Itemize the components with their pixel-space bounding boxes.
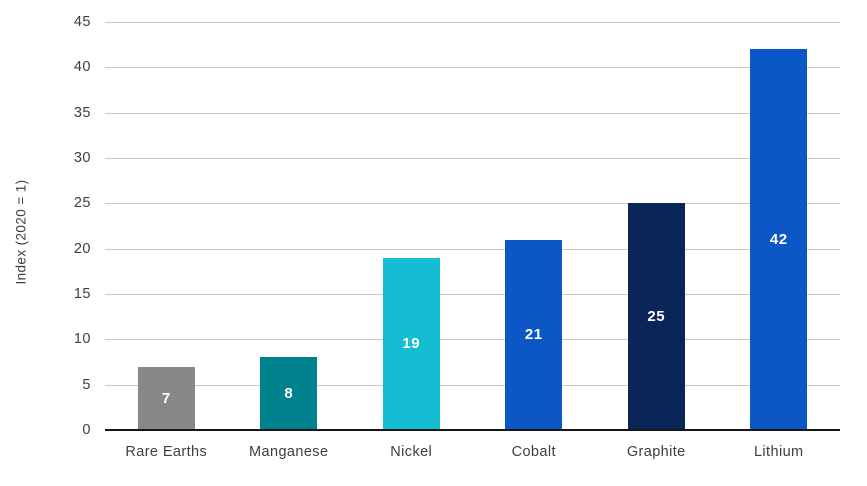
bar-value-label: 25: [647, 308, 666, 326]
bar-cobalt: 21: [505, 239, 563, 430]
gridline: [105, 294, 840, 295]
x-axis-label: Graphite: [626, 444, 686, 460]
y-tick-label: 40: [73, 59, 91, 76]
x-axis-label: Rare Earths: [125, 444, 208, 460]
gridline: [105, 203, 840, 205]
gridline: [105, 67, 840, 69]
y-tick-label: 10: [73, 331, 91, 348]
gridline: [105, 112, 840, 114]
bar-graphite: 25: [627, 203, 685, 430]
x-axis-label: Nickel: [390, 444, 433, 460]
gridline: [105, 22, 840, 23]
y-tick-label: 5: [82, 376, 91, 393]
y-tick-label: 0: [82, 422, 91, 438]
gridline: [105, 248, 840, 250]
plot-area: 7 8 19 21 25 42: [105, 22, 840, 431]
gridline: [105, 339, 840, 341]
gridline: [105, 384, 840, 386]
y-axis-title: Index (2020 = 1): [13, 179, 29, 285]
bar-rare-earths: 7: [137, 366, 195, 430]
y-tick-label: 45: [73, 14, 91, 30]
bar-nickel: 19: [382, 257, 440, 430]
bar-value-label: 42: [769, 231, 788, 249]
y-tick-label: 20: [73, 240, 91, 257]
y-tick-label: 25: [73, 195, 91, 212]
y-tick-label: 30: [73, 150, 91, 166]
bar-value-label: 8: [284, 385, 294, 403]
y-tick-label: 15: [73, 286, 91, 302]
bar-manganese: 8: [260, 357, 318, 430]
x-axis-label: Cobalt: [511, 444, 556, 460]
bar-value-label: 19: [402, 335, 421, 353]
x-axis-line: [105, 429, 840, 431]
gridline: [105, 158, 840, 159]
bar-value-label: 7: [161, 389, 171, 407]
bar-value-label: 21: [524, 326, 543, 344]
bar-lithium: 42: [750, 49, 808, 430]
x-axis-label: Lithium: [753, 444, 804, 460]
x-axis-label: Manganese: [249, 444, 329, 460]
y-tick-label: 35: [73, 104, 91, 121]
